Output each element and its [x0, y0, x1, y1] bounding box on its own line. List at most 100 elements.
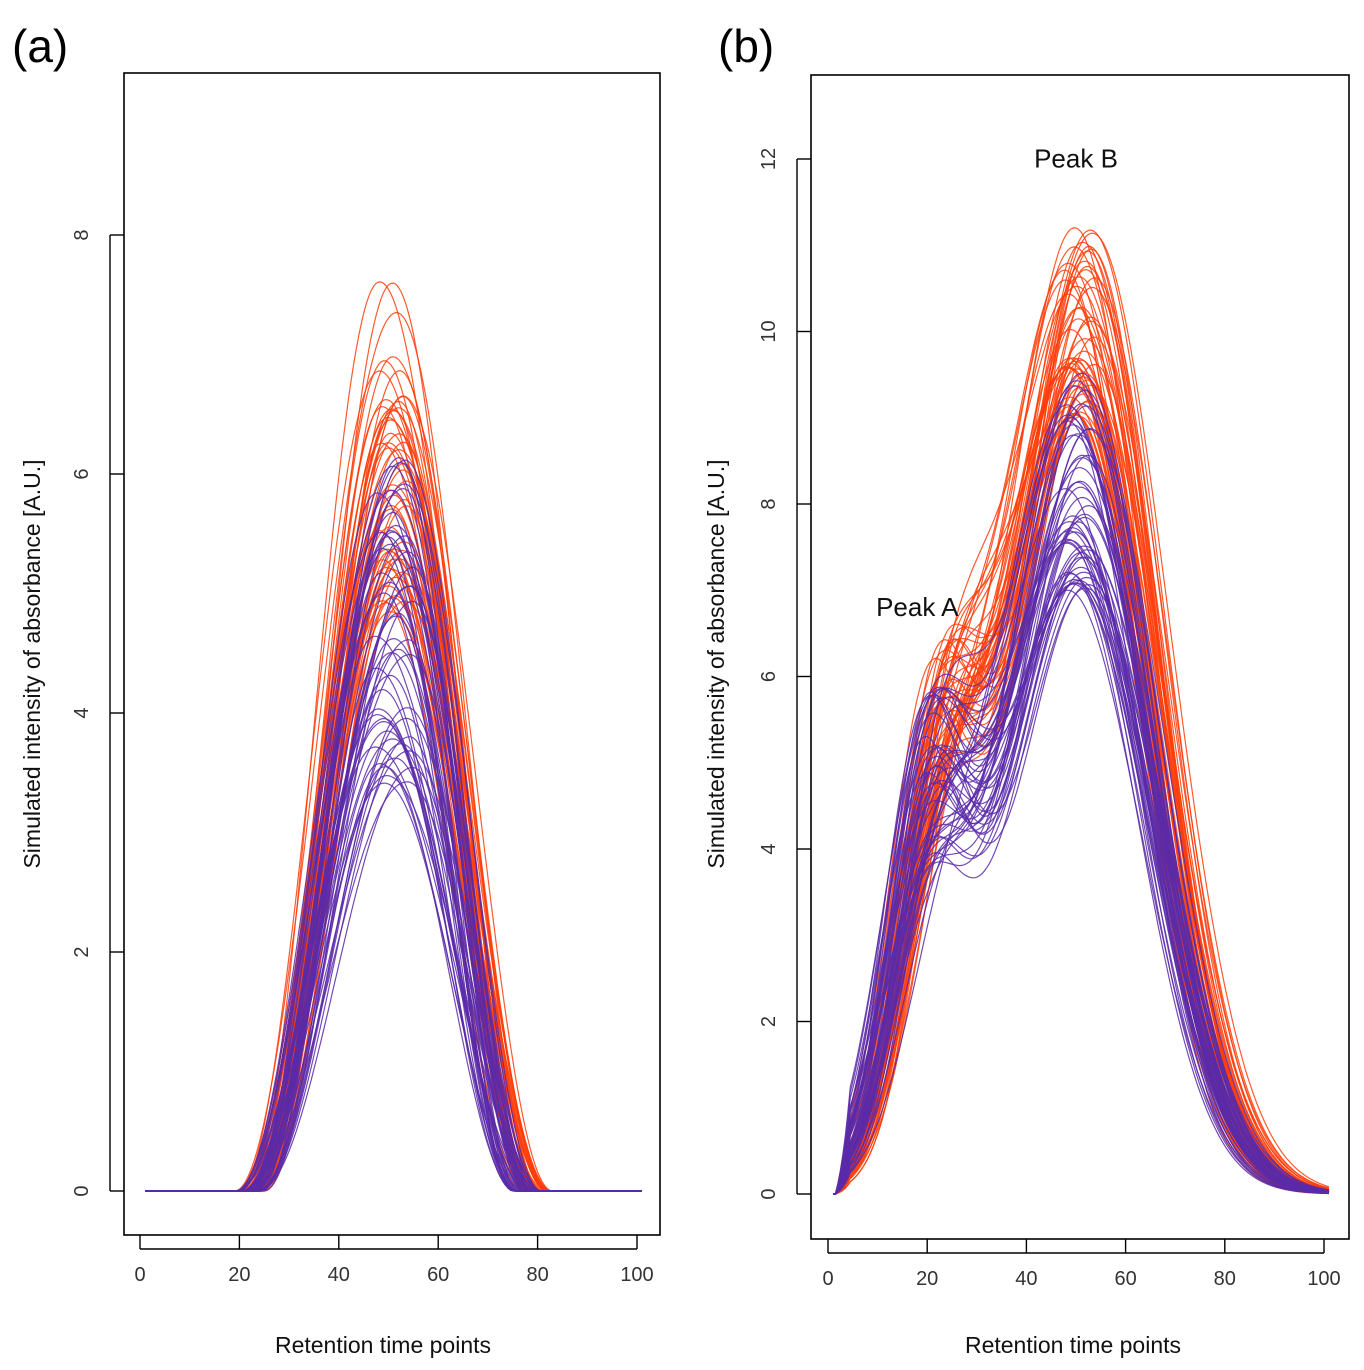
series-purple-line [145, 742, 642, 1192]
series-purple-line [833, 481, 1330, 1195]
series-orange-line [145, 416, 642, 1192]
series-orange-line [145, 549, 642, 1192]
panel-a-y-axis-label: Simulated intensity of absorbance [A.U.] [19, 459, 45, 868]
y-tick-label: 4 [71, 707, 93, 718]
series-purple-line [145, 524, 642, 1192]
series-orange-line [145, 442, 642, 1192]
series-purple-line [145, 461, 642, 1192]
series-orange-line [145, 449, 642, 1192]
series-purple-line [145, 465, 642, 1192]
series-orange-line [145, 419, 642, 1192]
y-tick-label: 4 [758, 843, 780, 854]
series-purple-line [833, 556, 1330, 1195]
panel-b: (b) 0 20 40 60 80 100 0 2 4 6 8 10 12 Peak A Peak B… [703, 20, 1350, 1358]
series-purple-line [145, 635, 642, 1192]
series-purple-line [145, 592, 642, 1192]
series-purple-line [833, 424, 1330, 1195]
x-tick-label: 0 [822, 1268, 833, 1290]
y-tick-label: 0 [71, 1185, 93, 1196]
series-purple-line [833, 380, 1330, 1195]
series-orange-line [145, 441, 642, 1192]
x-tick-label: 40 [328, 1264, 350, 1286]
series-purple-line [145, 543, 642, 1192]
series-purple-line [145, 529, 642, 1192]
x-tick-label: 20 [916, 1268, 938, 1290]
series-orange-line [833, 277, 1330, 1195]
series-orange-line [145, 406, 642, 1192]
series-orange-line [145, 499, 642, 1192]
series-purple-line [833, 405, 1330, 1195]
series-purple-line [145, 535, 642, 1192]
series-purple-line [145, 487, 642, 1192]
series-purple-line [145, 612, 642, 1192]
series-purple-line [145, 456, 642, 1192]
series-purple-line [145, 531, 642, 1192]
series-orange-line [145, 548, 642, 1192]
series-orange-line [833, 260, 1330, 1195]
series-purple-line [833, 420, 1330, 1195]
x-tick-label: 80 [1214, 1268, 1236, 1290]
series-purple-line [833, 521, 1330, 1195]
series-orange-line [833, 262, 1330, 1195]
series-purple-line [145, 714, 642, 1192]
x-tick-label: 20 [228, 1264, 250, 1286]
y-tick-label: 12 [758, 148, 780, 170]
series-purple-line [145, 766, 642, 1192]
series-purple-line [833, 416, 1330, 1195]
y-tick-label: 6 [71, 468, 93, 479]
panel-b-y-axis-label: Simulated intensity of absorbance [A.U.] [703, 459, 729, 868]
series-purple-line [145, 708, 642, 1192]
series-purple-line [145, 674, 642, 1192]
series-purple-line [145, 566, 642, 1192]
series-orange-line [833, 229, 1330, 1195]
series-orange-line [145, 550, 642, 1192]
y-tick-label: 2 [758, 1016, 780, 1027]
series-orange-line [145, 602, 642, 1192]
series-purple-line [145, 781, 642, 1192]
series-purple-line [145, 551, 642, 1192]
panel-a: (a) 0 20 40 60 80 100 0 2 4 6 8 Retention time po… [12, 20, 661, 1358]
y-tick-label: 0 [758, 1188, 780, 1199]
series-purple-line [145, 653, 642, 1192]
series-purple-line [145, 763, 642, 1192]
panel-b-y-axis: 0 2 4 6 8 10 12 [758, 148, 811, 1200]
panel-a-label: (a) [12, 20, 68, 72]
panel-a-y-axis: 0 2 4 6 8 [71, 229, 124, 1197]
series-purple-line [145, 782, 642, 1192]
series-purple-line [833, 571, 1330, 1195]
series-orange-line [145, 571, 642, 1192]
series-orange-line [145, 576, 642, 1192]
series-purple-line [145, 531, 642, 1192]
series-orange-line [833, 246, 1330, 1195]
series-purple-line [145, 750, 642, 1192]
series-orange-line [833, 276, 1330, 1195]
series-orange-line [145, 400, 642, 1192]
series-orange-line [145, 407, 642, 1192]
series-purple-line [145, 585, 642, 1192]
series-orange-line [145, 433, 642, 1192]
series-purple-line [145, 774, 642, 1192]
series-purple-line [145, 600, 642, 1192]
series-purple-line [145, 648, 642, 1192]
x-tick-label: 0 [134, 1264, 145, 1286]
series-purple-line [145, 736, 642, 1192]
series-purple-line [833, 582, 1330, 1195]
panel-b-x-axis-label: Retention time points [965, 1332, 1181, 1358]
series-purple-line [833, 372, 1330, 1195]
series-orange-line [145, 462, 642, 1192]
series-purple-line [145, 689, 642, 1192]
series-orange-line [145, 395, 642, 1192]
series-orange-line [145, 395, 642, 1192]
series-orange-line [145, 566, 642, 1192]
series-orange-line [833, 241, 1330, 1195]
series-purple-line [833, 582, 1330, 1195]
y-tick-label: 8 [71, 229, 93, 240]
y-tick-label: 2 [71, 946, 93, 957]
series-orange-line [833, 286, 1330, 1195]
series-orange-line [145, 568, 642, 1192]
series-purple-line [145, 707, 642, 1192]
series-orange-line [145, 600, 642, 1192]
series-purple-line [145, 547, 642, 1192]
series-orange-line [145, 541, 642, 1192]
series-orange-line [145, 508, 642, 1192]
